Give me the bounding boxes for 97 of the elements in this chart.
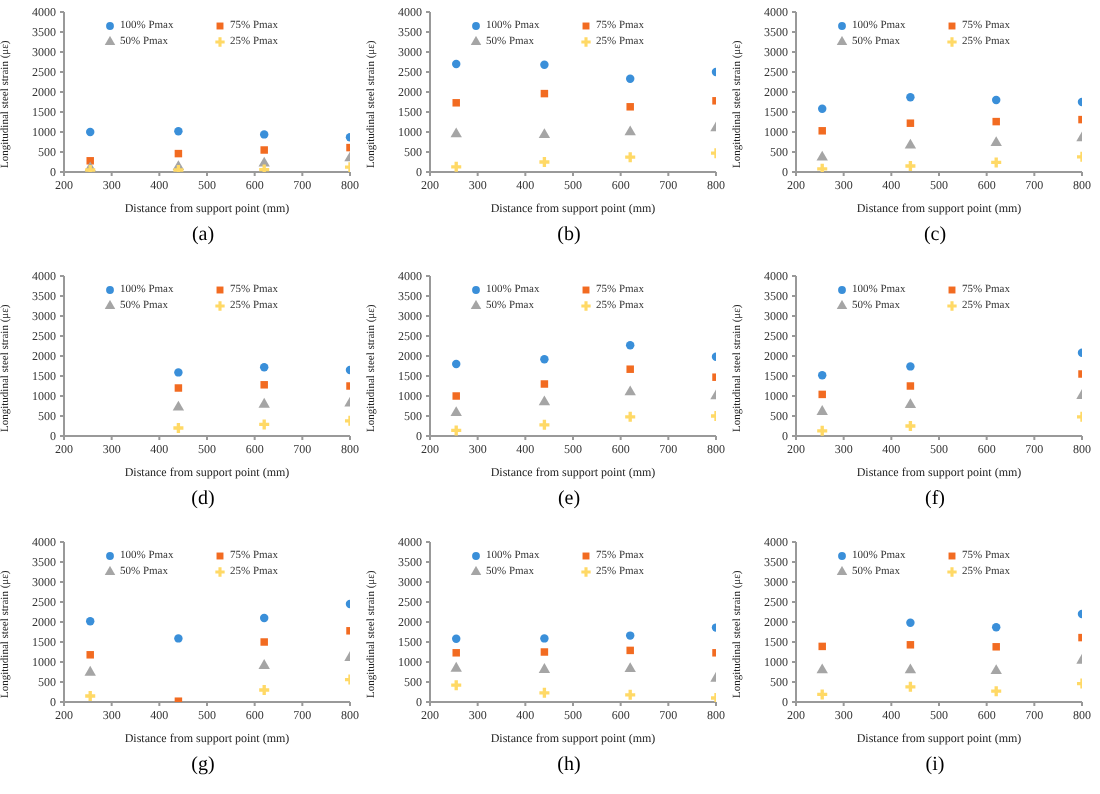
point [540, 380, 549, 389]
point [86, 650, 94, 658]
point [174, 633, 183, 642]
point [991, 622, 1001, 631]
point [451, 59, 461, 69]
point [817, 426, 828, 437]
point [260, 381, 268, 390]
point [905, 160, 916, 172]
point [451, 161, 462, 172]
point [260, 146, 268, 154]
point [172, 401, 185, 412]
point [625, 341, 635, 351]
point [451, 633, 461, 643]
point [539, 687, 550, 698]
point [451, 426, 462, 437]
point [85, 690, 96, 701]
point [818, 127, 826, 135]
point [816, 662, 828, 673]
point [906, 119, 915, 127]
point [625, 152, 636, 163]
point [624, 125, 636, 136]
point [174, 384, 183, 393]
point [626, 366, 634, 374]
point [904, 138, 917, 149]
point [259, 613, 269, 622]
point [258, 398, 270, 409]
point [625, 630, 635, 640]
point [173, 423, 184, 434]
point [991, 157, 1002, 168]
text: (h) [555, 753, 583, 776]
point [817, 371, 827, 381]
point [538, 662, 551, 673]
point [817, 163, 828, 172]
point [259, 363, 269, 373]
text: (e) [555, 488, 583, 511]
point [259, 130, 269, 139]
point [624, 386, 636, 396]
point [259, 164, 270, 172]
point [625, 74, 635, 84]
point [260, 637, 268, 646]
point [84, 665, 96, 675]
point [452, 392, 460, 401]
point [540, 647, 549, 656]
point [906, 382, 915, 391]
text: (f) [923, 488, 947, 511]
point [904, 662, 917, 673]
point [904, 398, 917, 409]
text: (c) [921, 224, 949, 246]
point [540, 60, 549, 70]
point [626, 103, 634, 111]
point [991, 685, 1002, 696]
point [818, 391, 826, 399]
text: (a) [189, 224, 217, 246]
point [905, 681, 916, 692]
point [258, 658, 270, 669]
point [450, 661, 462, 671]
point [818, 641, 826, 650]
point [990, 136, 1002, 147]
point [539, 156, 550, 168]
point [85, 127, 95, 137]
point [817, 688, 828, 699]
point [816, 405, 828, 416]
point [450, 406, 462, 417]
point [540, 355, 549, 365]
point [992, 117, 1000, 126]
point [174, 368, 183, 378]
point [538, 128, 551, 139]
point [450, 127, 462, 138]
point [626, 645, 634, 654]
point [906, 640, 915, 648]
point [906, 362, 915, 372]
point [174, 696, 183, 702]
point [539, 420, 550, 431]
point [906, 617, 915, 627]
point [992, 642, 1000, 650]
point [817, 104, 827, 114]
point [990, 663, 1002, 674]
point [451, 679, 462, 690]
text: (i) [923, 753, 947, 776]
point [259, 420, 270, 431]
text: (d) [189, 488, 217, 511]
point [538, 396, 551, 406]
point [174, 126, 183, 136]
point [540, 633, 549, 642]
point [85, 616, 95, 625]
point [452, 99, 460, 107]
point [452, 648, 460, 656]
point [451, 360, 461, 369]
point [905, 421, 916, 432]
point [259, 684, 270, 695]
text: (b) [555, 224, 583, 246]
point [991, 95, 1001, 105]
point [625, 689, 636, 700]
text: (g) [189, 753, 217, 776]
point [625, 412, 636, 423]
point [906, 92, 915, 102]
point [624, 661, 636, 672]
